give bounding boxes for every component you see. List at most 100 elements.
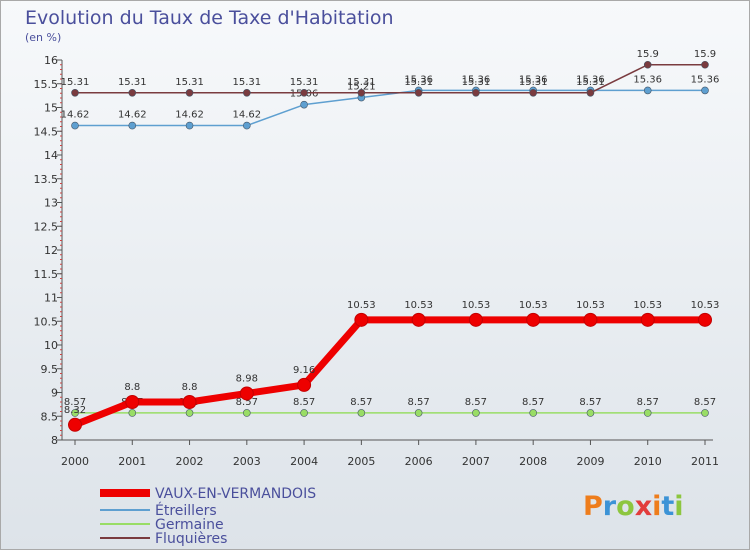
logo-letter: r bbox=[603, 491, 617, 522]
legend-label-2: Germaine bbox=[155, 517, 224, 533]
data-point bbox=[698, 312, 712, 327]
data-point bbox=[529, 409, 537, 417]
data-point bbox=[300, 100, 308, 109]
data-point bbox=[71, 409, 79, 417]
x-tick-label: 2001 bbox=[118, 455, 146, 468]
data-point bbox=[586, 88, 595, 97]
data-label: 15.36 bbox=[691, 74, 720, 85]
data-label: 8.57 bbox=[637, 397, 659, 408]
logo-letter: P bbox=[583, 491, 603, 522]
data-label: 9.16 bbox=[293, 365, 315, 376]
x-tick-label: 2004 bbox=[290, 455, 318, 468]
data-label: 14.62 bbox=[175, 110, 204, 121]
data-point bbox=[243, 121, 251, 130]
data-point bbox=[71, 121, 79, 130]
data-label: 15.31 bbox=[576, 77, 605, 88]
data-point bbox=[472, 409, 480, 417]
data-label: 8.57 bbox=[236, 397, 258, 408]
data-label: 8.57 bbox=[579, 397, 601, 408]
data-label: 15.31 bbox=[462, 77, 491, 88]
y-tick-label: 15.5 bbox=[34, 78, 59, 91]
data-label: 15.36 bbox=[462, 74, 491, 85]
data-label: 8.57 bbox=[350, 397, 372, 408]
data-label: 15.36 bbox=[519, 74, 548, 85]
logo-letter: x bbox=[635, 491, 652, 522]
data-point bbox=[357, 88, 366, 97]
data-label: 15.36 bbox=[576, 74, 605, 85]
data-point bbox=[300, 409, 308, 417]
data-point bbox=[411, 312, 426, 327]
data-point bbox=[71, 88, 79, 97]
data-point bbox=[128, 88, 137, 97]
logo-letter: i bbox=[674, 491, 683, 522]
data-label: 15.31 bbox=[118, 77, 147, 88]
data-point bbox=[243, 409, 251, 417]
data-point bbox=[526, 312, 541, 327]
data-point bbox=[472, 88, 480, 97]
chart-title: Evolution du Taux de Taxe d'Habitation bbox=[25, 7, 394, 29]
data-point bbox=[68, 417, 82, 432]
data-label: 10.53 bbox=[633, 300, 662, 311]
data-point bbox=[643, 60, 652, 69]
y-tick-label: 8 bbox=[51, 434, 58, 447]
y-tick-label: 10.5 bbox=[34, 315, 59, 328]
logo-letter: t bbox=[661, 491, 674, 522]
logo-letter: o bbox=[616, 491, 635, 522]
data-point bbox=[243, 88, 251, 97]
data-point bbox=[643, 86, 652, 95]
data-label: 8.57 bbox=[694, 397, 716, 408]
data-point bbox=[182, 395, 197, 409]
data-point bbox=[586, 409, 595, 417]
data-label: 8.32 bbox=[64, 405, 86, 416]
y-tick-label: 11.5 bbox=[34, 268, 59, 281]
y-tick-label: 8.5 bbox=[41, 410, 59, 423]
x-tick-label: 2010 bbox=[634, 455, 662, 468]
data-label: 15.9 bbox=[694, 49, 716, 60]
data-label: 15.31 bbox=[61, 77, 90, 88]
x-tick-label: 2008 bbox=[519, 455, 547, 468]
y-tick-label: 16 bbox=[44, 54, 58, 67]
series-3: 15.31 15.31 15.31 15.31 15.31 15.31 15.31 15.31… bbox=[61, 49, 716, 97]
data-point bbox=[297, 377, 312, 392]
data-label: 15.36 bbox=[404, 74, 433, 85]
data-point bbox=[185, 121, 194, 130]
data-point bbox=[125, 395, 140, 409]
data-label: 14.62 bbox=[61, 110, 90, 121]
data-label: 10.53 bbox=[519, 300, 548, 311]
logo-letter: i bbox=[652, 491, 661, 522]
data-label: 10.53 bbox=[347, 300, 376, 311]
series-line-3 bbox=[75, 64, 705, 94]
data-point bbox=[701, 60, 709, 69]
data-label: 8.8 bbox=[182, 382, 198, 393]
data-label: 10.53 bbox=[404, 300, 433, 311]
data-point bbox=[300, 88, 308, 97]
y-tick-label: 10 bbox=[44, 339, 58, 352]
data-label: 15.21 bbox=[347, 82, 376, 93]
x-tick-label: 2006 bbox=[405, 455, 433, 468]
data-label: 10.53 bbox=[691, 300, 720, 311]
data-label: 8.57 bbox=[64, 397, 86, 408]
data-label: 15.31 bbox=[519, 77, 548, 88]
x-tick-label: 2009 bbox=[576, 455, 604, 468]
chart-subtitle: (en %) bbox=[25, 31, 61, 44]
data-label: 15.36 bbox=[633, 74, 662, 85]
data-point bbox=[701, 86, 709, 95]
data-point bbox=[357, 409, 366, 417]
y-tick-label: 11 bbox=[44, 292, 58, 305]
data-label: 15.31 bbox=[404, 77, 433, 88]
y-tick-label: 14 bbox=[44, 149, 58, 162]
data-label: 14.62 bbox=[232, 110, 261, 121]
data-label: 15.9 bbox=[637, 49, 659, 60]
data-point bbox=[701, 409, 709, 417]
data-point bbox=[640, 312, 655, 327]
data-point bbox=[529, 88, 537, 97]
legend: VAUX-EN-VERMANDOISÉtreillersGermaineFluq… bbox=[100, 486, 316, 547]
data-point bbox=[128, 409, 137, 417]
y-tick-label: 14.5 bbox=[34, 125, 59, 138]
x-tick-label: 2002 bbox=[176, 455, 204, 468]
series-line-1 bbox=[75, 89, 705, 127]
data-point bbox=[468, 312, 483, 327]
data-label: 8.57 bbox=[408, 397, 430, 408]
data-point bbox=[583, 312, 598, 327]
